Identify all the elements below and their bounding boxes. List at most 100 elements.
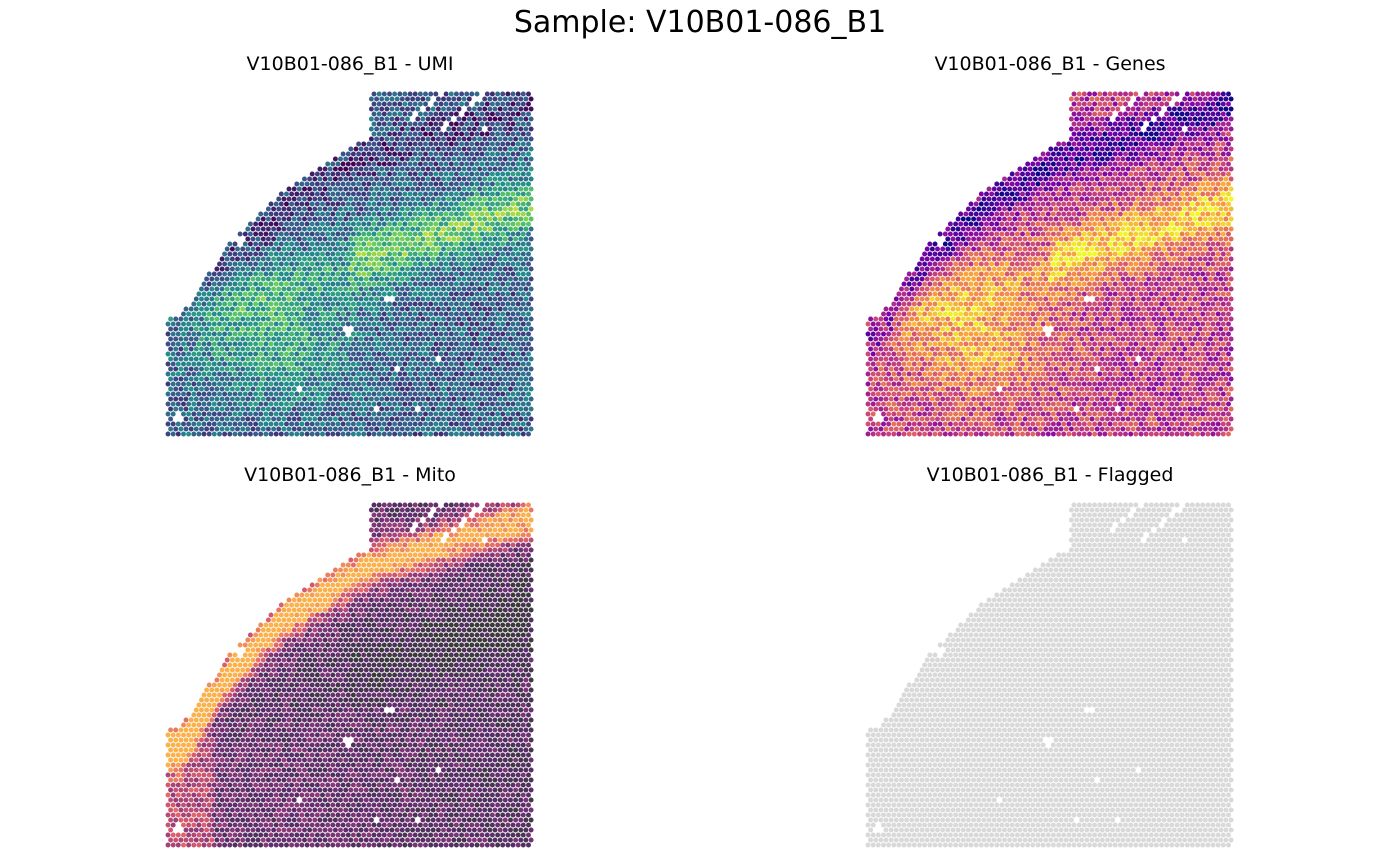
spot [168, 336, 174, 342]
spot [425, 186, 431, 192]
spot [358, 186, 364, 192]
spot [487, 216, 493, 222]
spot [1076, 171, 1082, 177]
spot [1156, 186, 1162, 192]
spot [448, 281, 454, 287]
spot [1094, 146, 1100, 152]
spot [981, 216, 987, 222]
spot [435, 336, 441, 342]
spot [201, 351, 207, 357]
spot [1133, 91, 1139, 97]
spot [1102, 101, 1108, 107]
spot [1068, 156, 1074, 162]
spot [1153, 211, 1159, 217]
spot [1208, 166, 1213, 172]
spot [392, 321, 398, 327]
spot [343, 286, 349, 292]
spot [309, 181, 315, 187]
spot [435, 196, 441, 202]
spot [268, 291, 274, 297]
spot [438, 211, 444, 217]
spot [363, 266, 369, 272]
spot [464, 301, 470, 307]
spot [471, 176, 477, 182]
spot [1048, 206, 1054, 212]
spot [358, 166, 364, 172]
spot [345, 411, 351, 417]
spot [307, 406, 313, 412]
spot [1182, 136, 1188, 142]
spot [312, 216, 318, 222]
spot [484, 271, 490, 277]
spot [425, 196, 431, 202]
spot [469, 371, 475, 377]
spot [482, 366, 488, 372]
spot [322, 306, 328, 312]
spot [291, 266, 297, 272]
spot [479, 401, 485, 407]
spot [523, 346, 529, 352]
spot [242, 331, 248, 337]
spot [268, 301, 274, 307]
spot [276, 346, 282, 352]
spot [1061, 201, 1067, 207]
spot [165, 331, 171, 337]
spot [322, 166, 328, 172]
spot [235, 416, 240, 422]
spot [410, 416, 416, 422]
spot [317, 376, 323, 382]
spot [487, 396, 493, 402]
spot [199, 306, 204, 312]
spot [392, 341, 398, 347]
spot [235, 276, 240, 282]
spot [446, 346, 452, 352]
spot [456, 256, 462, 262]
spot [505, 411, 511, 417]
spot [420, 126, 426, 132]
spot [175, 401, 181, 407]
spot [343, 336, 349, 342]
spot [497, 126, 503, 132]
spot [497, 426, 503, 432]
spot [258, 361, 264, 367]
spot [201, 341, 207, 347]
spot [356, 241, 362, 247]
spot [1017, 186, 1023, 192]
spot [477, 416, 483, 422]
spot [289, 311, 295, 317]
spot [1197, 216, 1203, 222]
spot [443, 311, 449, 317]
spot [343, 326, 349, 332]
spot [453, 271, 459, 277]
spot [183, 376, 189, 382]
spot [428, 231, 434, 237]
spot [477, 326, 483, 332]
spot [459, 261, 465, 267]
spot [1213, 106, 1219, 112]
spot [523, 146, 529, 152]
spot [294, 381, 300, 387]
spot [410, 266, 416, 272]
spot [302, 216, 307, 222]
spot [296, 306, 302, 312]
spot [433, 171, 439, 177]
spot [417, 311, 423, 317]
spot [482, 146, 488, 152]
spot [397, 271, 403, 277]
spot [433, 331, 439, 337]
spot [350, 261, 356, 267]
spot [211, 431, 217, 437]
spot [477, 136, 483, 142]
spot [438, 251, 444, 257]
spot [253, 241, 259, 247]
spot [1177, 116, 1183, 122]
spot [289, 381, 295, 387]
spot [170, 391, 176, 397]
spot [1107, 141, 1113, 147]
spot [495, 311, 501, 317]
spot [1056, 191, 1062, 197]
spot [479, 271, 485, 277]
spot [1105, 126, 1110, 132]
spot [474, 211, 480, 217]
spot [1020, 181, 1025, 187]
